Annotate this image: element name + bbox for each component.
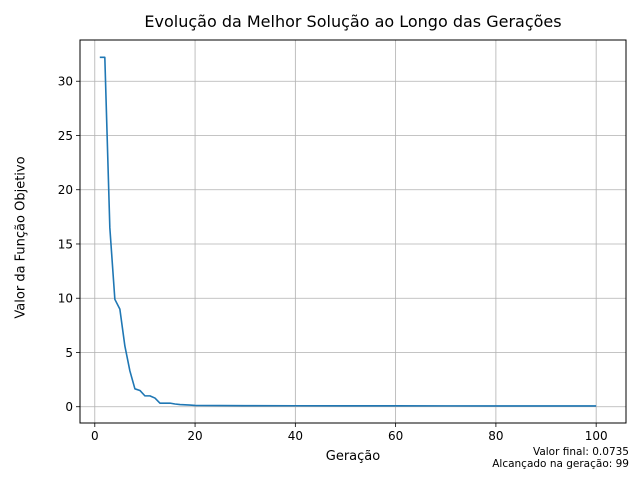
x-tick-label: 80 <box>488 429 503 443</box>
y-axis-ticks: 0 5 10 15 20 25 30 <box>58 75 80 414</box>
y-tick-label: 15 <box>58 237 73 251</box>
plot-frame <box>79 39 627 424</box>
x-tick-label: 40 <box>288 429 303 443</box>
y-tick-label: 0 <box>65 400 73 414</box>
x-axis-label: Geração <box>325 449 381 464</box>
objective-value-line <box>99 56 597 407</box>
y-tick-label: 5 <box>65 346 73 360</box>
series-layer <box>99 56 597 407</box>
x-axis-ticks: 0 20 40 60 80 100 <box>91 423 608 443</box>
y-tick-label: 30 <box>58 75 73 89</box>
y-tick-label: 20 <box>58 183 73 197</box>
x-tick-label: 100 <box>585 429 608 443</box>
y-axis-label: Valor da Função Objetivo <box>13 156 29 319</box>
y-tick-label: 10 <box>58 292 73 306</box>
chart-title: Evolução da Melhor Solução ao Longo das … <box>144 12 562 31</box>
x-tick-label: 0 <box>91 429 99 443</box>
y-tick-label: 25 <box>58 129 73 143</box>
x-tick-label: 60 <box>388 429 403 443</box>
x-tick-label: 20 <box>187 429 202 443</box>
final-value-annotation: Valor final: 0.0735 <box>532 446 629 458</box>
grid-lines <box>80 40 626 423</box>
generation-annotation: Alcançado na geração: 99 <box>492 458 629 470</box>
